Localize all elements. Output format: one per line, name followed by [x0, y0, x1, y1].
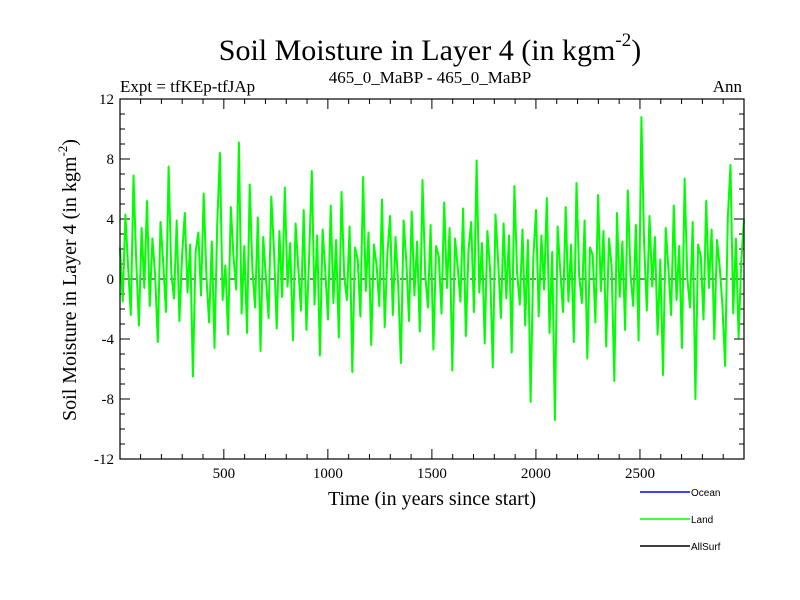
y-tick-label: 8	[107, 152, 115, 168]
y-axis-label-close: )	[59, 139, 81, 146]
legend-ocean-label: Ocean	[691, 488, 720, 499]
x-tick-label: 1000	[313, 466, 343, 482]
y-tick-label: -8	[102, 392, 115, 408]
x-tick-label: 2500	[625, 466, 655, 482]
y-axis: -12 -8 -4 0 4 8 12	[94, 92, 744, 468]
y-tick-label: -12	[94, 452, 114, 468]
chart-title-close: )	[631, 34, 641, 67]
period-label: 465_0_MaBP - 465_0_MaBP	[329, 68, 531, 87]
plot-frame	[119, 98, 745, 460]
x-tick-label: 500	[213, 466, 236, 482]
x-tick-label: 1500	[417, 466, 447, 482]
plot-area: -12 -8 -4 0 4 8 12 500 1000 1500 2000 2500	[94, 92, 745, 482]
x-tick-label: 2000	[521, 466, 551, 482]
chart-title: Soil Moisture in Layer 4 (in kgm-2)	[219, 30, 641, 67]
chart-title-superscript: -2	[615, 30, 631, 51]
y-tick-label: 12	[99, 92, 114, 108]
y-axis-label-superscript: -2	[55, 146, 70, 157]
series-land-line	[119, 116, 745, 421]
legend: Ocean Land AllSurf	[640, 488, 721, 553]
experiment-label: Expt = tfKEp-tfJAp	[120, 77, 255, 96]
legend-land-label: Land	[691, 515, 713, 526]
season-label: Ann	[713, 77, 743, 96]
x-axis-label: Time (in years since start)	[328, 488, 536, 510]
y-tick-label: -4	[102, 332, 115, 348]
legend-allsurf-label: AllSurf	[691, 542, 721, 553]
x-axis: 500 1000 1500 2000 2500	[140, 99, 724, 482]
y-tick-label: 4	[107, 212, 115, 228]
y-axis-label: Soil Moisture in Layer 4 (in kgm-2)	[55, 139, 81, 421]
y-tick-label: 0	[107, 272, 115, 288]
